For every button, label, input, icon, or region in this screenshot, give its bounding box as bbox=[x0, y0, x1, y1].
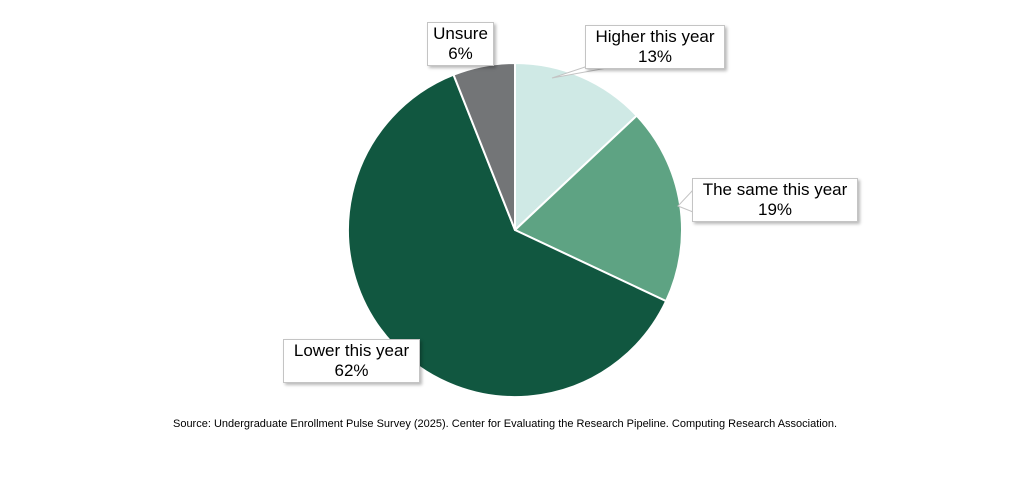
callout-same-label: The same this year bbox=[702, 180, 848, 199]
callout-unsure-label: Unsure bbox=[433, 24, 488, 43]
callout-higher-value: 13% bbox=[637, 47, 673, 66]
callout-higher: Higher this year 13% bbox=[585, 25, 725, 69]
callout-lower-label: Lower this year bbox=[293, 341, 410, 360]
callout-same-value: 19% bbox=[757, 200, 793, 219]
callout-unsure-value: 6% bbox=[448, 44, 473, 63]
callout-unsure: Unsure 6% bbox=[427, 22, 494, 66]
pie-slice-higher-this-year bbox=[514, 62, 638, 231]
callout-lower: Lower this year 62% bbox=[283, 339, 420, 383]
pie-slices-group bbox=[347, 62, 684, 398]
callout-lower-value: 62% bbox=[334, 361, 369, 380]
callout-same: The same this year 19% bbox=[692, 178, 858, 222]
callout-higher-label: Higher this year bbox=[595, 27, 715, 46]
source-note: Source: Undergraduate Enrollment Pulse S… bbox=[172, 418, 838, 430]
